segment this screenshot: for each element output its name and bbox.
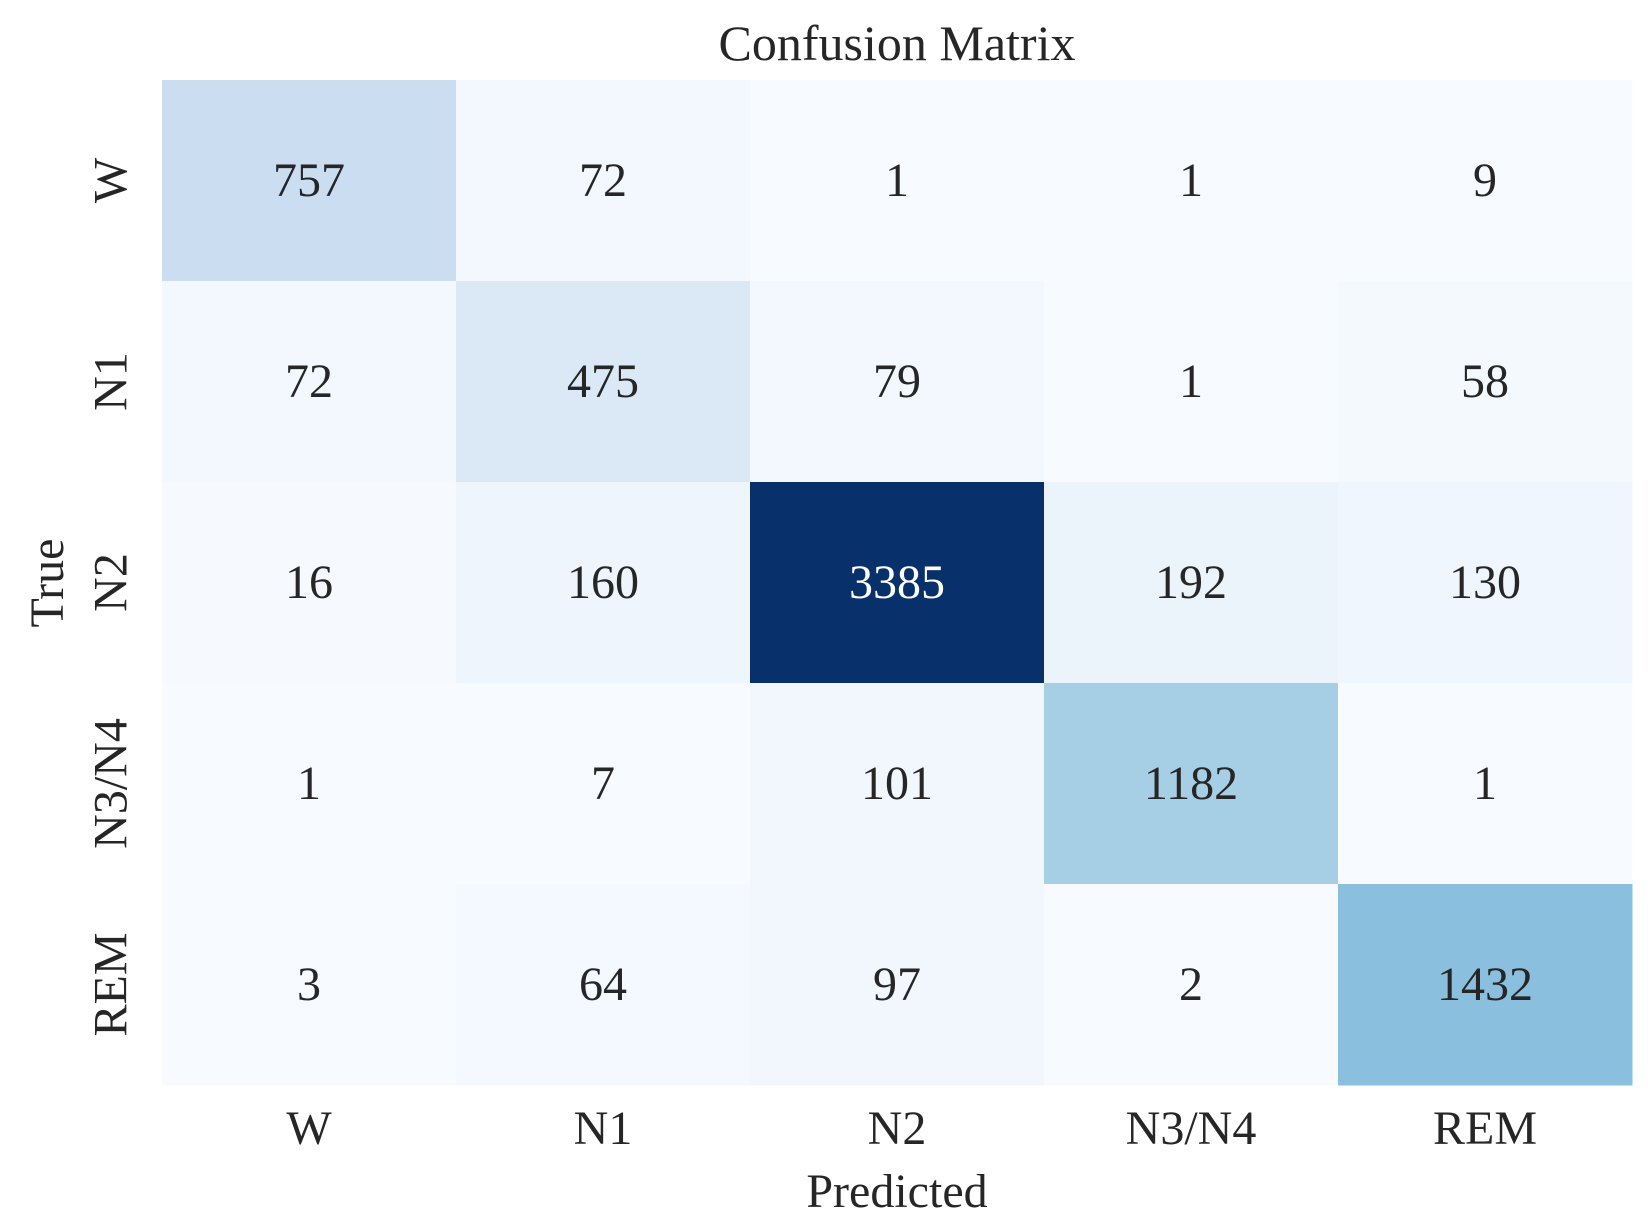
cell-value-label: 64 xyxy=(579,958,627,1011)
cell-value-label: 1 xyxy=(1473,757,1497,810)
heatmap-cell xyxy=(1044,482,1339,684)
heatmap-cell xyxy=(162,482,457,684)
x-tick-label: REM xyxy=(1433,1102,1537,1155)
cell-value-label: 757 xyxy=(273,154,345,207)
cell-value-label: 2 xyxy=(1179,958,1203,1011)
cell-value-label: 101 xyxy=(861,757,933,810)
heatmap-cell xyxy=(456,884,751,1086)
heatmap-cell xyxy=(1044,80,1339,282)
y-tick-label: W xyxy=(85,157,138,203)
y-tick-label: N3/N4 xyxy=(85,718,138,849)
cell-value-label: 1432 xyxy=(1437,958,1533,1011)
heatmap-cell xyxy=(456,80,751,282)
x-tick-labels: W N1 N2 N3/N4 REM xyxy=(286,1102,1537,1155)
y-tick-labels: W N1 N2 N3/N4 REM xyxy=(85,157,138,1036)
heatmap-cell xyxy=(162,683,457,885)
x-tick-label: N2 xyxy=(868,1102,927,1155)
chart-title: Confusion Matrix xyxy=(719,15,1076,71)
heatmap-cell xyxy=(750,281,1045,483)
heatmap-cell xyxy=(456,683,751,885)
heatmap-cell xyxy=(162,80,457,282)
cell-value-label: 97 xyxy=(873,958,921,1011)
cell-value-label: 160 xyxy=(567,556,639,609)
cell-value-label: 1182 xyxy=(1144,757,1238,810)
heatmap-cell xyxy=(1338,80,1633,282)
cell-value-label: 1 xyxy=(1179,154,1203,207)
heatmap-cell xyxy=(1338,482,1633,684)
heatmap-cell xyxy=(162,884,457,1086)
cell-value-label: 1 xyxy=(297,757,321,810)
heatmap-cell xyxy=(1338,281,1633,483)
heatmap-cell xyxy=(162,281,457,483)
cell-value-label: 3 xyxy=(297,958,321,1011)
cell-value-label: 7 xyxy=(591,757,615,810)
cell-value-label: 79 xyxy=(873,355,921,408)
heatmap-cell xyxy=(1044,683,1339,885)
heatmap-cell xyxy=(456,482,751,684)
heatmap-cell xyxy=(1338,884,1633,1086)
x-axis-label: Predicted xyxy=(806,1165,987,1218)
cell-value-label: 9 xyxy=(1473,154,1497,207)
y-tick-label: N1 xyxy=(85,352,138,411)
heatmap-cell xyxy=(1044,281,1339,483)
heatmap-cell xyxy=(1044,884,1339,1086)
x-tick-label: N3/N4 xyxy=(1126,1102,1257,1155)
cell-value-label: 72 xyxy=(579,154,627,207)
cell-value-label: 72 xyxy=(285,355,333,408)
heatmap-cells xyxy=(162,80,1633,1086)
heatmap-cell xyxy=(456,281,751,483)
cell-value-label: 58 xyxy=(1461,355,1509,408)
heatmap-cell xyxy=(750,683,1045,885)
heatmap-cell xyxy=(750,80,1045,282)
cell-value-label: 3385 xyxy=(849,556,945,609)
x-tick-label: N1 xyxy=(574,1102,633,1155)
cell-value-label: 130 xyxy=(1449,556,1521,609)
cell-value-label: 192 xyxy=(1155,556,1227,609)
cell-value-label: 16 xyxy=(285,556,333,609)
cell-value-label: 1 xyxy=(885,154,909,207)
y-tick-label: REM xyxy=(85,932,138,1036)
heatmap-cell xyxy=(750,482,1045,684)
y-axis-label: True xyxy=(21,539,74,628)
heatmap-cell xyxy=(750,884,1045,1086)
y-tick-label: N2 xyxy=(85,553,138,612)
cell-value-label: 1 xyxy=(1179,355,1203,408)
cell-value-label: 475 xyxy=(567,355,639,408)
heatmap-cell xyxy=(1338,683,1633,885)
x-tick-label: W xyxy=(286,1102,332,1155)
